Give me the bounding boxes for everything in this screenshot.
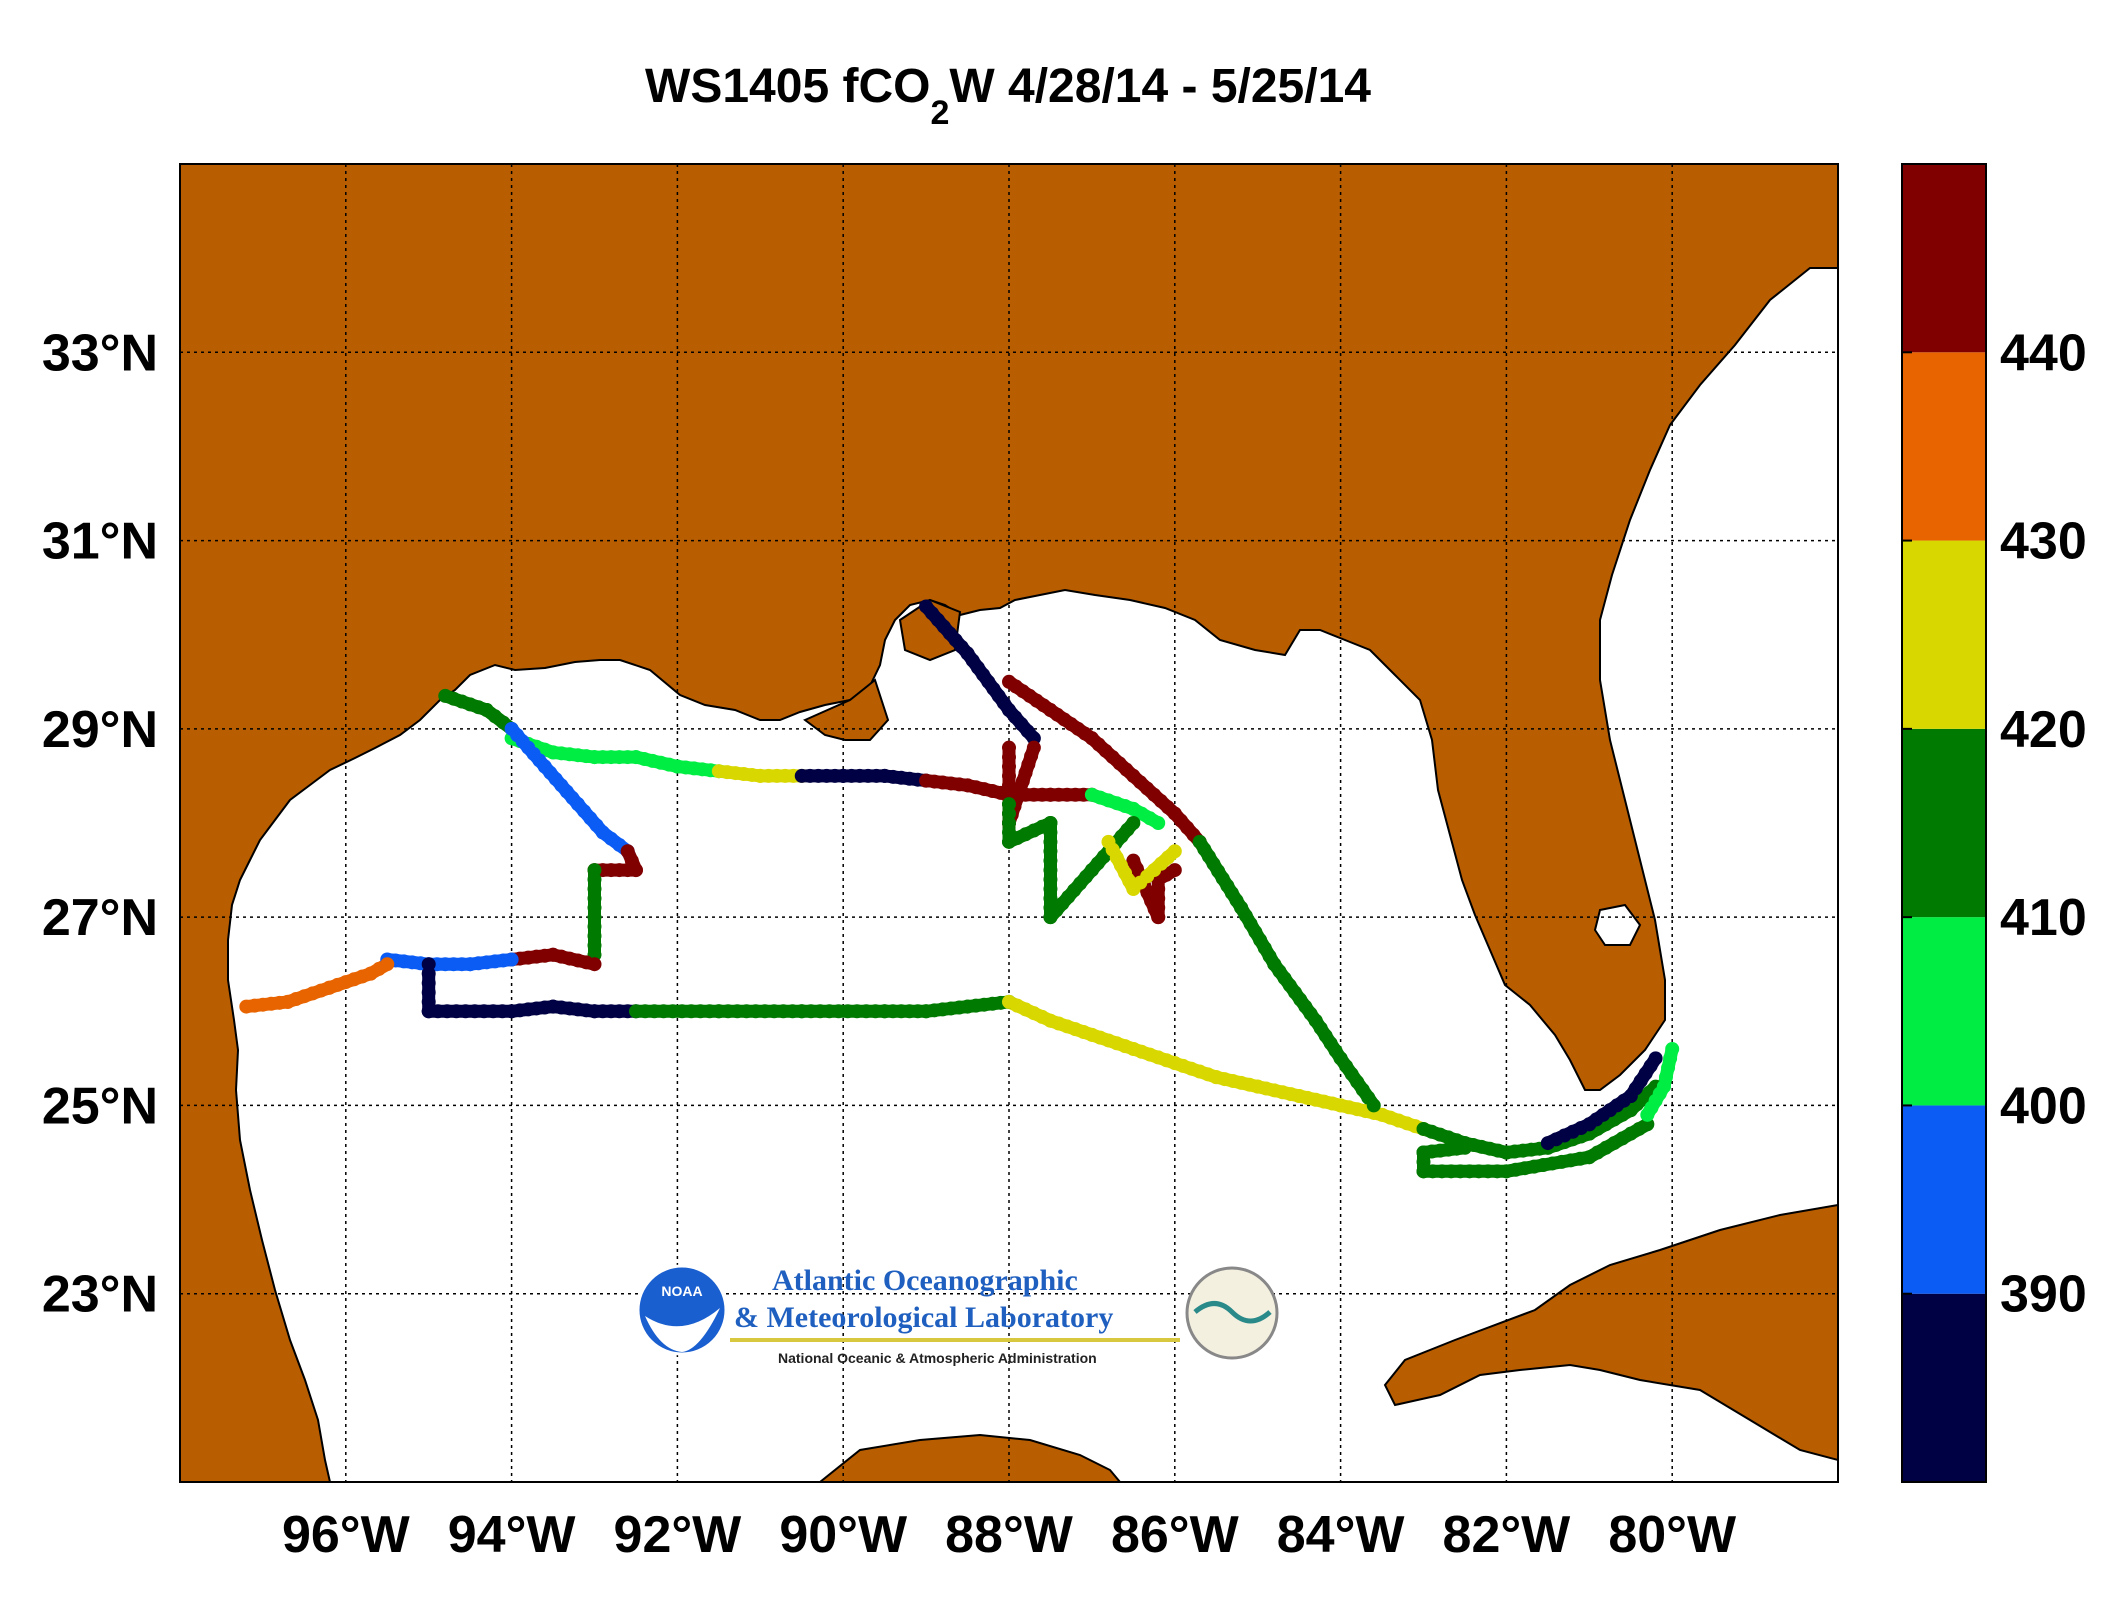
- cuba: [1383, 1203, 1838, 1462]
- map-frame: [179, 163, 1839, 1483]
- logo-line1: Atlantic Oceanographic: [772, 1264, 1078, 1297]
- lon-tick-label: 84°W: [1277, 1506, 1406, 1564]
- noaa-emblem-text: NOAA: [661, 1283, 702, 1299]
- colorbar-block: [1902, 1105, 1986, 1294]
- colorbar-tick-label: 400: [2000, 1077, 2087, 1135]
- cruise-track-samples: [239, 599, 1680, 1179]
- track-sample: [380, 957, 395, 972]
- longitude-axis: 96°W 94°W 92°W 90°W 88°W 86°W 84°W 82°W 80°W: [282, 1506, 1737, 1564]
- colorbar-block: [1902, 728, 1986, 918]
- lon-tick-label: 94°W: [448, 1506, 577, 1564]
- colorbar-block: [1902, 917, 1986, 1106]
- logo-underline: [730, 1338, 1180, 1342]
- lon-tick-label: 92°W: [614, 1506, 743, 1564]
- lon-tick-label: 82°W: [1443, 1506, 1572, 1564]
- aoml-seal-wave: [1193, 1301, 1272, 1324]
- map-plot-area: [180, 164, 1838, 1482]
- track-sample: [1640, 1107, 1655, 1122]
- lon-tick-label: 80°W: [1608, 1506, 1737, 1564]
- lat-tick-label: 29°N: [42, 701, 158, 759]
- track-sample: [1648, 1051, 1663, 1066]
- lake-okeechobee: [1593, 903, 1642, 946]
- colorbar-tick-label: 440: [2000, 324, 2087, 382]
- noaa-bird-icon: [645, 1308, 720, 1352]
- colorbar-block: [1902, 1293, 1986, 1482]
- lat-tick-label: 27°N: [42, 889, 158, 947]
- lon-tick-label: 88°W: [945, 1506, 1074, 1564]
- track-sample: [1151, 816, 1166, 830]
- latitude-axis: 33°N 31°N 29°N 27°N 25°N 23°N: [42, 324, 158, 1323]
- mobile-bay-area: [898, 598, 962, 662]
- lon-tick-label: 90°W: [779, 1506, 908, 1564]
- land-mass: [180, 164, 1838, 1482]
- lon-tick-label: 86°W: [1111, 1506, 1240, 1564]
- lat-tick-label: 23°N: [42, 1266, 158, 1324]
- chart-title: WS1405 fCO2W 4/28/14 - 5/25/14: [645, 60, 1371, 132]
- colorbar: 390 400 410 420 430 440: [1901, 163, 2087, 1483]
- colorbar-tick-label: 430: [2000, 513, 2087, 571]
- track-sample: [1366, 1098, 1381, 1113]
- colorbar-block: [1902, 164, 1986, 353]
- lon-tick-label: 96°W: [282, 1506, 411, 1564]
- track-sample: [1167, 844, 1182, 859]
- track-sample: [1167, 863, 1182, 878]
- mississippi-delta: [803, 678, 890, 741]
- colorbar-block: [1902, 540, 1986, 729]
- aoml-logo: NOAA Atlantic Oceanographic & Meteorolog…: [636, 1264, 1279, 1366]
- yucatan: [818, 1433, 1122, 1482]
- colorbar-tick-label: 390: [2000, 1266, 2087, 1324]
- colorbar-tick-label: 420: [2000, 701, 2087, 759]
- colorbar-frame: [1901, 163, 1987, 1483]
- track-sample: [1126, 816, 1141, 830]
- lat-tick-label: 25°N: [42, 1077, 158, 1135]
- lat-tick-label: 31°N: [42, 513, 158, 571]
- colorbar-tick-label: 410: [2000, 889, 2087, 947]
- logo-line3: National Oceanic & Atmospheric Administr…: [778, 1350, 1097, 1366]
- logo-line2: & Meteorological Laboratory: [734, 1301, 1113, 1334]
- colorbar-block: [1902, 352, 1986, 541]
- lat-tick-label: 33°N: [42, 324, 158, 382]
- track-sample: [1026, 740, 1041, 755]
